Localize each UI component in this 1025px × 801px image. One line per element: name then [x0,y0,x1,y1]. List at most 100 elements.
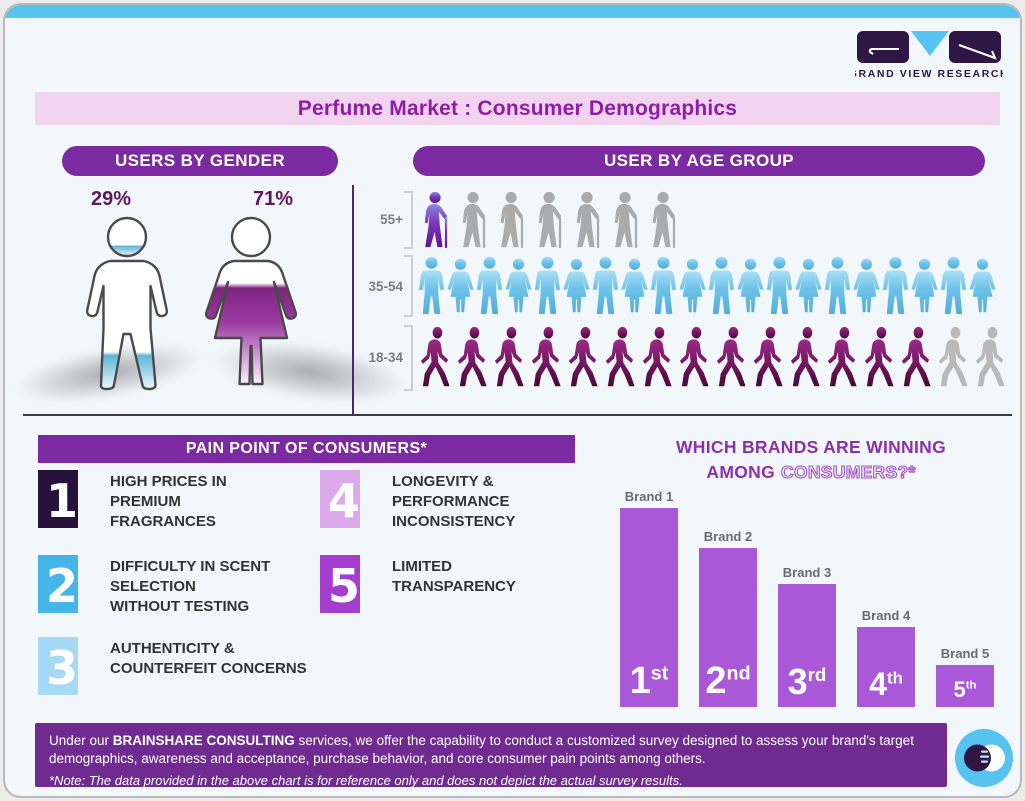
pain-point-text: DIFFICULTY IN SCENT SELECTION WITHOUT TE… [110,558,271,615]
person-female-icon [736,255,765,317]
female-figure-icon [195,216,307,399]
person-elder-icon [607,191,645,249]
person-male-icon [649,255,678,317]
pain-point-number: 3 [45,641,78,695]
pain-point-item: 4 LONGEVITY & PERFORMANCE INCONSISTENCY [320,470,515,532]
person-walk-icon [824,325,861,389]
person-female-icon [504,255,533,317]
age-row-label: 18-34 [368,350,403,365]
brands-title-line2: AMONG CONSUMERS?* [605,460,1017,485]
pain-point-item: 3 AUTHENTICITY & COUNTERFEIT CONCERNS [38,637,307,695]
person-male-icon [475,255,504,317]
person-female-icon [968,255,997,317]
brands-title-consumers: CONSUMERS?* [780,461,916,482]
pain-point-text: LIMITED TRANSPARENCY [392,558,516,595]
footer-banner: Under our BRAINSHARE CONSULTING services… [35,723,947,788]
user-by-age-group-header: USER BY AGE GROUP [413,146,985,176]
brand-bar: Brand 5 5th [936,646,994,707]
pain-point-item: 2 DIFFICULTY IN SCENT SELECTION WITHOUT T… [38,555,270,617]
person-walk-icon [676,325,713,389]
person-male-icon [939,255,968,317]
person-elder-icon [417,191,455,249]
person-walk-icon [565,325,602,389]
infographic-card: GRAND VIEW RESEARCH Perfume Market : Con… [3,3,1022,798]
person-walk-icon [972,325,1009,389]
brand-rank-label: 4th [869,666,903,702]
person-walk-icon [861,325,898,389]
person-walk-icon [454,325,491,389]
brands-chart-title: WHICH BRANDS ARE WINNING AMONG CONSUMERS?… [605,435,1017,484]
person-male-icon [765,255,794,317]
brand-rank-label: 2nd [705,660,751,702]
person-male-icon [881,255,910,317]
footer-text-prefix: Under our [49,733,113,748]
person-elder-icon [645,191,683,249]
pain-point-number: 2 [45,559,78,613]
person-female-icon [678,255,707,317]
pain-point-text: HIGH PRICES IN PREMIUM FRAGRANCES [110,473,227,530]
pain-point-item: 1 HIGH PRICES IN PREMIUM FRAGRANCES [38,470,227,532]
person-male-icon [533,255,562,317]
logo-text: GRAND VIEW RESEARCH [855,68,1003,80]
pain-point-number-block: 3 [38,637,78,695]
pain-point-number-block: 1 [38,470,78,528]
female-percentage: 71% [252,188,294,210]
brand-rank-label: 1st [629,660,669,702]
person-elder-icon [531,191,569,249]
person-walk-icon [713,325,750,389]
person-female-icon [620,255,649,317]
person-walk-icon [491,325,528,389]
person-female-icon [446,255,475,317]
person-walk-icon [528,325,565,389]
brainshare-logo-icon [953,727,1015,794]
brand-bar-label: Brand 2 [703,529,753,544]
person-female-icon [852,255,881,317]
person-walk-icon [639,325,676,389]
brands-title-among: AMONG [706,461,775,482]
pain-points-header: PAIN POINT OF CONSUMERS* [38,435,575,463]
person-elder-icon [493,191,531,249]
footer-text-suffix: services, we offer the capability to con… [49,733,914,767]
brand-bar: Brand 1 1st [620,489,678,707]
brand-rank-label: 5th [953,677,977,702]
pain-point-number-block: 5 [320,555,360,613]
row-bracket [404,325,413,391]
section-horizontal-divider [23,414,1012,416]
person-female-icon [794,255,823,317]
brands-title-line1: WHICH BRANDS ARE WINNING [675,437,946,457]
brand-bar-chart: Brand 1 1st Brand 2 2nd Brand 3 3rd Brand 4 4th… [605,489,1017,707]
page-title: Perfume Market : Consumer Demographics [297,96,738,120]
person-male-icon [707,255,736,317]
brand-bar-label: Brand 4 [861,608,911,623]
pain-point-text: AUTHENTICITY & COUNTERFEIT CONCERNS [110,640,307,677]
age-row-icons [417,191,683,249]
person-walk-icon [750,325,787,389]
gvr-logo-icon: GRAND VIEW RESEARCH [849,31,1008,80]
person-elder-icon [455,191,493,249]
brand-bar-label: Brand 5 [940,646,990,661]
brand-bar: Brand 4 4th [857,608,915,707]
users-by-gender-header: USERS BY GENDER [62,146,338,176]
male-figure-icon [71,216,183,399]
person-male-icon [417,255,446,317]
section-vertical-divider [352,185,354,414]
age-row-icons [417,255,997,317]
top-accent-strip [5,5,1020,18]
person-walk-icon [417,325,454,389]
person-male-icon [823,255,852,317]
pain-points-list: 1 HIGH PRICES IN PREMIUM FRAGRANCES 2 DIFFI… [38,467,598,707]
brand-bar-label: Brand 3 [782,565,832,580]
pain-point-number: 5 [327,559,360,613]
person-elder-icon [569,191,607,249]
pain-points-label: PAIN POINT OF CONSUMERS* [185,440,428,457]
person-walk-icon [898,325,935,389]
row-bracket [404,255,413,317]
brand-bar: Brand 3 3rd [778,565,836,707]
footer-brainshare-label: BRAINSHARE CONSULTING [112,733,295,748]
user-by-age-group-label: USER BY AGE GROUP [603,151,795,170]
person-walk-icon [935,325,972,389]
age-row-icons [417,325,1009,389]
pain-point-item: 5 LIMITED TRANSPARENCY [320,555,516,613]
footer-text: Under our BRAINSHARE CONSULTING services… [49,732,933,768]
person-walk-icon [602,325,639,389]
